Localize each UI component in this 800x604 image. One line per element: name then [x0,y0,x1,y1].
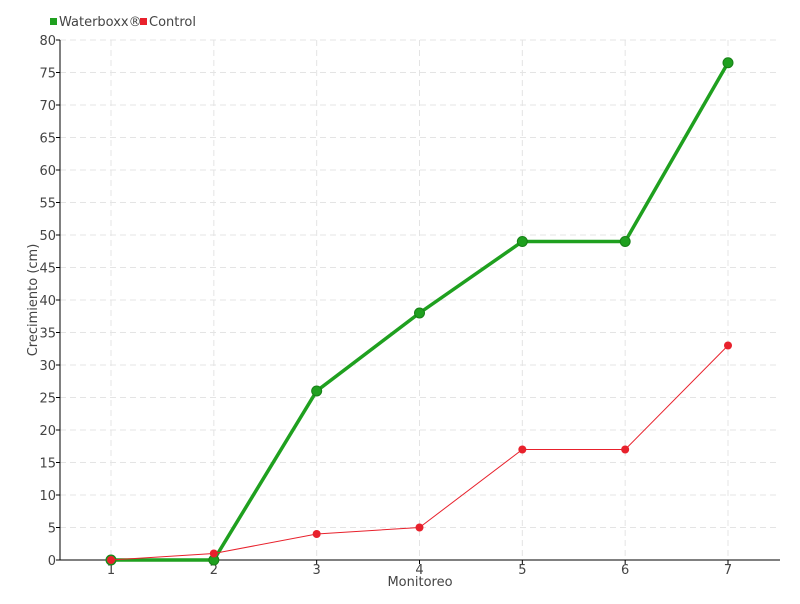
y-axis-label: Crecimiento (cm) [26,244,41,357]
y-tick-label: 35 [39,327,56,342]
data-point-control [621,445,630,454]
data-point-control [518,445,527,454]
legend: Waterboxx® Control [50,15,196,30]
data-point-waterboxx [311,385,323,397]
y-tick-label: 25 [39,392,56,407]
y-tick-label: 55 [39,197,56,212]
series-layer [105,57,734,566]
legend-swatch-control [140,18,147,25]
y-tick-label: 75 [39,67,56,82]
legend-label-control: Control [149,15,196,30]
y-tick-label: 65 [39,132,56,147]
y-tick-label: 40 [39,294,56,309]
legend-label-waterboxx: Waterboxx® [59,15,142,30]
data-point-waterboxx [414,307,425,319]
data-point-waterboxx [722,57,734,69]
y-tick-label: 0 [48,554,56,569]
y-tick-label: 10 [39,489,56,504]
grid [60,39,780,560]
x-tick-label: 7 [724,563,732,578]
x-tick-label: 5 [518,563,526,578]
x-tick-label: 2 [210,563,218,578]
y-tick-label: 60 [39,164,56,179]
data-point-control [724,341,732,350]
data-point-control [312,530,321,538]
x-axis-label: Monitoreo [387,575,452,590]
x-tick-label: 4 [415,563,423,578]
data-point-control [415,523,424,532]
x-tick-label: 1 [107,563,115,578]
y-tick-label: 5 [48,522,56,537]
y-tick-label: 70 [39,99,56,114]
y-tick-label: 20 [39,424,56,439]
y-tick-label: 80 [39,34,56,49]
x-tick-label: 3 [313,563,321,578]
legend-swatch-waterboxx [50,18,57,25]
y-tick-label: 45 [39,262,56,277]
data-point-control [107,556,115,564]
y-tick-label: 50 [39,229,56,244]
data-point-waterboxx [619,236,631,247]
y-tick-label: 30 [39,359,56,374]
y-tick-label: 15 [39,457,56,472]
data-point-waterboxx [516,236,528,247]
x-tick-label: 6 [621,563,629,578]
data-point-control [209,549,218,558]
